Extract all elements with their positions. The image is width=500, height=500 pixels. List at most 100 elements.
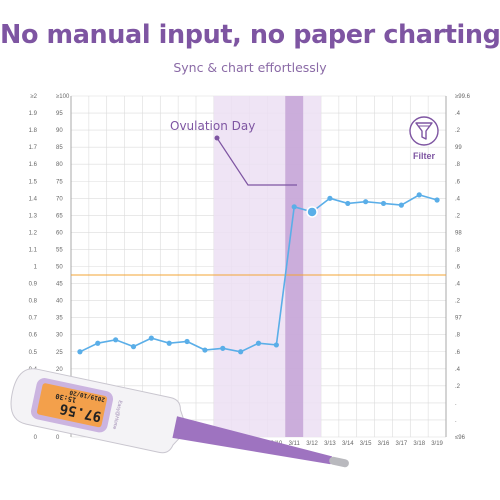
series-point — [113, 337, 119, 343]
x-tick-label: 3/16 — [378, 441, 390, 447]
thermometer-flex-tip — [172, 416, 333, 465]
series-point — [416, 192, 422, 198]
series-point — [345, 200, 351, 207]
y-tick-left-inner: 45 — [56, 282, 63, 288]
y-tick-left-inner: 65 — [56, 213, 63, 219]
series-point — [166, 340, 172, 346]
series-point — [220, 345, 226, 351]
y-tick-right-outer: ≥99.6 — [455, 94, 471, 100]
y-tick-right-outer: .4 — [455, 196, 461, 202]
y-tick-right-outer: . — [455, 401, 457, 407]
y-tick-right-outer: .2 — [455, 213, 461, 219]
y-tick-left-inner: 90 — [56, 128, 63, 134]
page-title: No manual input, no paper charting — [0, 20, 500, 50]
x-tick-label: 3/12 — [306, 441, 318, 447]
series-point — [148, 335, 154, 341]
thermometer-probe — [329, 456, 349, 468]
y-tick-right-outer: 98 — [455, 230, 462, 236]
lcd-screen — [36, 383, 108, 428]
series-point — [434, 197, 440, 203]
y-tick-left-inner: 55 — [56, 247, 63, 253]
temperature-series — [77, 192, 440, 355]
y-tick-right-outer: .6 — [455, 350, 461, 356]
x-tick-label: 3/17 — [396, 441, 408, 447]
y-tick-left-inner: ≥100 — [56, 94, 70, 100]
highlight-band — [213, 96, 321, 437]
y-tick-right-outer: .6 — [455, 265, 461, 271]
y-tick-left-outer: 1.6 — [29, 162, 38, 168]
series-point — [95, 340, 101, 346]
y-tick-left-inner: 85 — [56, 145, 63, 151]
y-tick-left-outer: 1.5 — [29, 179, 38, 185]
y-tick-left-outer: 1.2 — [29, 230, 38, 236]
y-tick-left-inner: 80 — [56, 162, 63, 168]
y-tick-left-outer: 0.9 — [29, 282, 38, 288]
y-tick-left-outer: 1.4 — [29, 196, 38, 202]
x-tick-label: 3/11 — [289, 441, 301, 447]
y-tick-right-outer: 99 — [455, 145, 462, 151]
y-tick-left-outer: 0 — [34, 435, 38, 441]
y-tick-left-outer: 0.8 — [29, 299, 38, 305]
y-tick-left-inner: 20 — [56, 367, 63, 373]
y-tick-right-outer: .8 — [455, 247, 461, 253]
series-point — [306, 206, 318, 218]
ovulation-callout-label: Ovulation Day — [170, 119, 255, 133]
y-tick-left-outer: 0.7 — [29, 316, 38, 322]
y-tick-left-outer: 1.9 — [29, 111, 38, 117]
ovulation-column — [285, 96, 304, 437]
y-tick-right-outer: .2 — [455, 128, 461, 134]
y-tick-right-outer: .2 — [455, 299, 461, 305]
thermometer-image: 97.56 15:30 2019/10/20 Easy@Home — [10, 368, 349, 468]
y-tick-left-outer: ≥2 — [30, 94, 37, 100]
y-tick-right-outer: .6 — [455, 179, 461, 185]
series-point — [327, 195, 333, 201]
y-tick-right-outer: ≤96 — [455, 435, 466, 441]
y-tick-left-inner: 75 — [56, 179, 63, 185]
series-point — [77, 349, 83, 355]
page-subtitle: Sync & chart effortlessly — [173, 60, 327, 75]
series-point — [398, 202, 404, 208]
y-tick-left-inner: 35 — [56, 316, 63, 322]
y-tick-right-outer: .4 — [455, 282, 461, 288]
series-point — [130, 344, 137, 350]
funnel-icon — [415, 122, 433, 140]
y-tick-right-outer: .4 — [455, 111, 461, 117]
y-tick-left-inner: 30 — [56, 333, 63, 339]
y-tick-right-outer: .8 — [455, 162, 461, 168]
x-tick-label: 3/19 — [431, 441, 443, 447]
y-tick-left-outer: 1.7 — [29, 145, 38, 151]
series-point — [363, 199, 369, 205]
series-point — [380, 200, 387, 207]
filter-button[interactable]: Filter — [409, 116, 439, 161]
y-tick-left-inner: 25 — [56, 350, 63, 356]
ovulation-callout: Ovulation Day — [170, 119, 297, 186]
fertile-window-band — [213, 96, 321, 437]
filter-button-ring — [409, 116, 439, 146]
y-tick-left-inner: 50 — [56, 265, 63, 271]
series-point — [291, 204, 297, 210]
y-tick-right-outer: .4 — [455, 367, 461, 373]
x-tick-label: 3/18 — [413, 441, 425, 447]
series-point — [184, 338, 190, 345]
y-tick-right-outer: . — [455, 418, 457, 424]
callout-leader-line — [216, 137, 297, 186]
series-point — [238, 349, 244, 355]
y-tick-left-outer: 1.3 — [29, 213, 38, 219]
filter-label: Filter — [413, 151, 436, 161]
y-tick-left-outer: 0.5 — [29, 350, 38, 356]
y-tick-left-outer: 1.8 — [29, 128, 38, 134]
y-tick-left-inner: 70 — [56, 196, 63, 202]
y-tick-left-outer: 1 — [34, 265, 38, 271]
series-point — [255, 340, 262, 346]
y-tick-left-inner: 0 — [56, 435, 60, 441]
x-tick-label: 3/15 — [360, 441, 372, 447]
series-point — [202, 347, 208, 353]
y-tick-right-outer: .8 — [455, 333, 461, 339]
y-tick-left-outer: 0.6 — [29, 333, 38, 339]
series-point — [273, 342, 279, 348]
y-tick-right-outer: .2 — [455, 384, 461, 390]
x-tick-label: 3/13 — [324, 441, 336, 447]
y-tick-left-outer: 1.1 — [29, 247, 38, 253]
y-tick-right-outer: 97 — [455, 316, 462, 322]
